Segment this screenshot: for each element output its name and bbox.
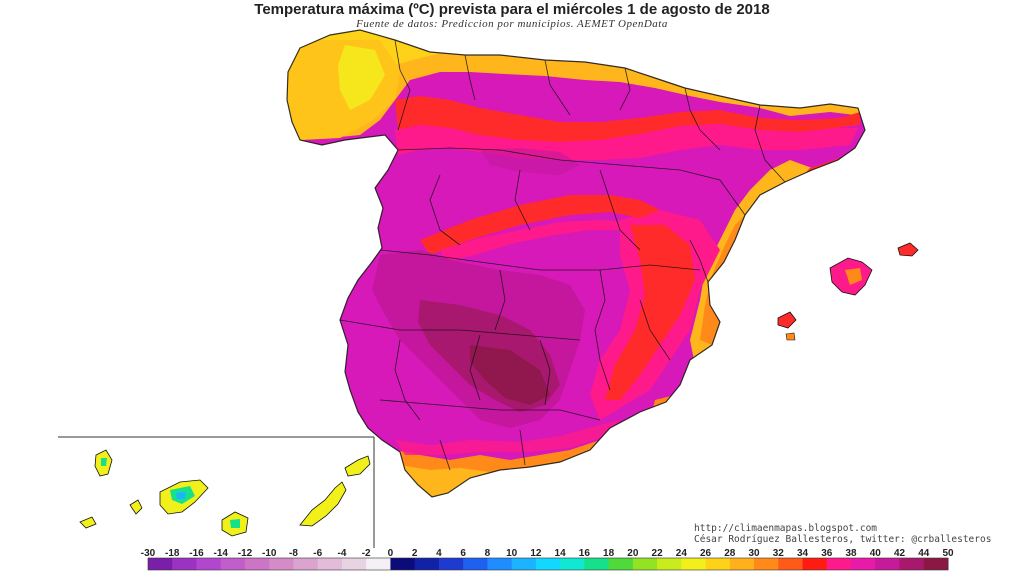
legend-swatch	[560, 558, 585, 570]
legend-label: -2	[362, 548, 371, 559]
legend-label: 20	[627, 548, 639, 559]
legend-label: 4	[436, 548, 442, 559]
legend-label: -18	[165, 548, 180, 559]
legend-label: 28	[724, 548, 736, 559]
legend-label: 8	[485, 548, 491, 559]
credit-author: César Rodríguez Ballesteros, twitter: @c…	[694, 534, 992, 545]
legend-swatch	[196, 558, 222, 570]
canary-islands-inset	[58, 436, 375, 548]
legend-swatch	[681, 558, 707, 570]
legend-swatch	[269, 558, 294, 570]
legend-label: 16	[579, 548, 591, 559]
legend-swatch	[414, 558, 440, 570]
legend-label: 30	[748, 548, 760, 559]
legend-swatch	[148, 558, 173, 570]
legend-label: 40	[870, 548, 882, 559]
legend-swatch	[632, 558, 658, 570]
legend-label: -30	[141, 548, 156, 559]
legend-swatch	[535, 558, 561, 570]
legend-label: 50	[942, 548, 954, 559]
legend-swatch	[754, 558, 779, 570]
legend-label: 12	[530, 548, 542, 559]
legend-label: 0	[388, 548, 394, 559]
legend-label: 24	[676, 548, 688, 559]
legend-swatch	[657, 558, 682, 570]
legend-swatch	[487, 558, 513, 570]
legend-label: 10	[506, 548, 518, 559]
legend-label: 36	[821, 548, 833, 559]
credit-url: http://climaenmapas.blogspot.com	[694, 523, 878, 534]
legend-swatch	[317, 558, 343, 570]
legend-swatch	[899, 558, 925, 570]
legend-label: -16	[189, 548, 204, 559]
legend-swatch	[729, 558, 755, 570]
region-borders	[286, 29, 866, 498]
legend-swatch	[293, 558, 319, 570]
legend-label: 32	[773, 548, 785, 559]
legend-label: 2	[412, 548, 418, 559]
legend-label: 26	[700, 548, 712, 559]
legend-label: -12	[238, 548, 253, 559]
legend-swatch	[172, 558, 197, 570]
balearic-islands	[777, 242, 919, 341]
legend-label: 22	[652, 548, 664, 559]
legend-swatch	[705, 558, 731, 570]
legend-label: -14	[214, 548, 229, 559]
legend-label: 6	[460, 548, 466, 559]
legend-label: -10	[262, 548, 277, 559]
legend-swatch	[220, 558, 246, 570]
legend-swatch	[778, 558, 804, 570]
legend-swatch	[511, 558, 537, 570]
legend-label: -4	[337, 548, 346, 559]
legend-swatch	[438, 558, 464, 570]
legend-label: 18	[603, 548, 615, 559]
legend-border	[147, 557, 949, 571]
map-subtitle: Fuente de datos: Prediccion por municipi…	[356, 18, 668, 30]
legend-swatch	[584, 558, 610, 570]
legend-swatch	[923, 558, 949, 570]
legend-label: 42	[894, 548, 906, 559]
legend-swatch	[826, 558, 852, 570]
legend-label: -6	[313, 548, 322, 559]
legend-label: 14	[555, 548, 567, 559]
legend-label: 44	[918, 548, 930, 559]
map-title: Temperatura máxima (ºC) prevista para el…	[254, 1, 770, 18]
legend-label: 34	[797, 548, 809, 559]
legend-swatch	[608, 558, 634, 570]
legend-swatch	[463, 558, 488, 570]
legend-swatch	[341, 558, 367, 570]
legend-swatch	[802, 558, 828, 570]
legend-swatch	[851, 558, 876, 570]
legend-swatch	[390, 558, 416, 570]
legend-label: 38	[845, 548, 857, 559]
legend-swatch	[875, 558, 901, 570]
legend-swatch	[366, 558, 391, 570]
legend-swatch	[244, 558, 270, 570]
legend-label: -8	[289, 548, 298, 559]
